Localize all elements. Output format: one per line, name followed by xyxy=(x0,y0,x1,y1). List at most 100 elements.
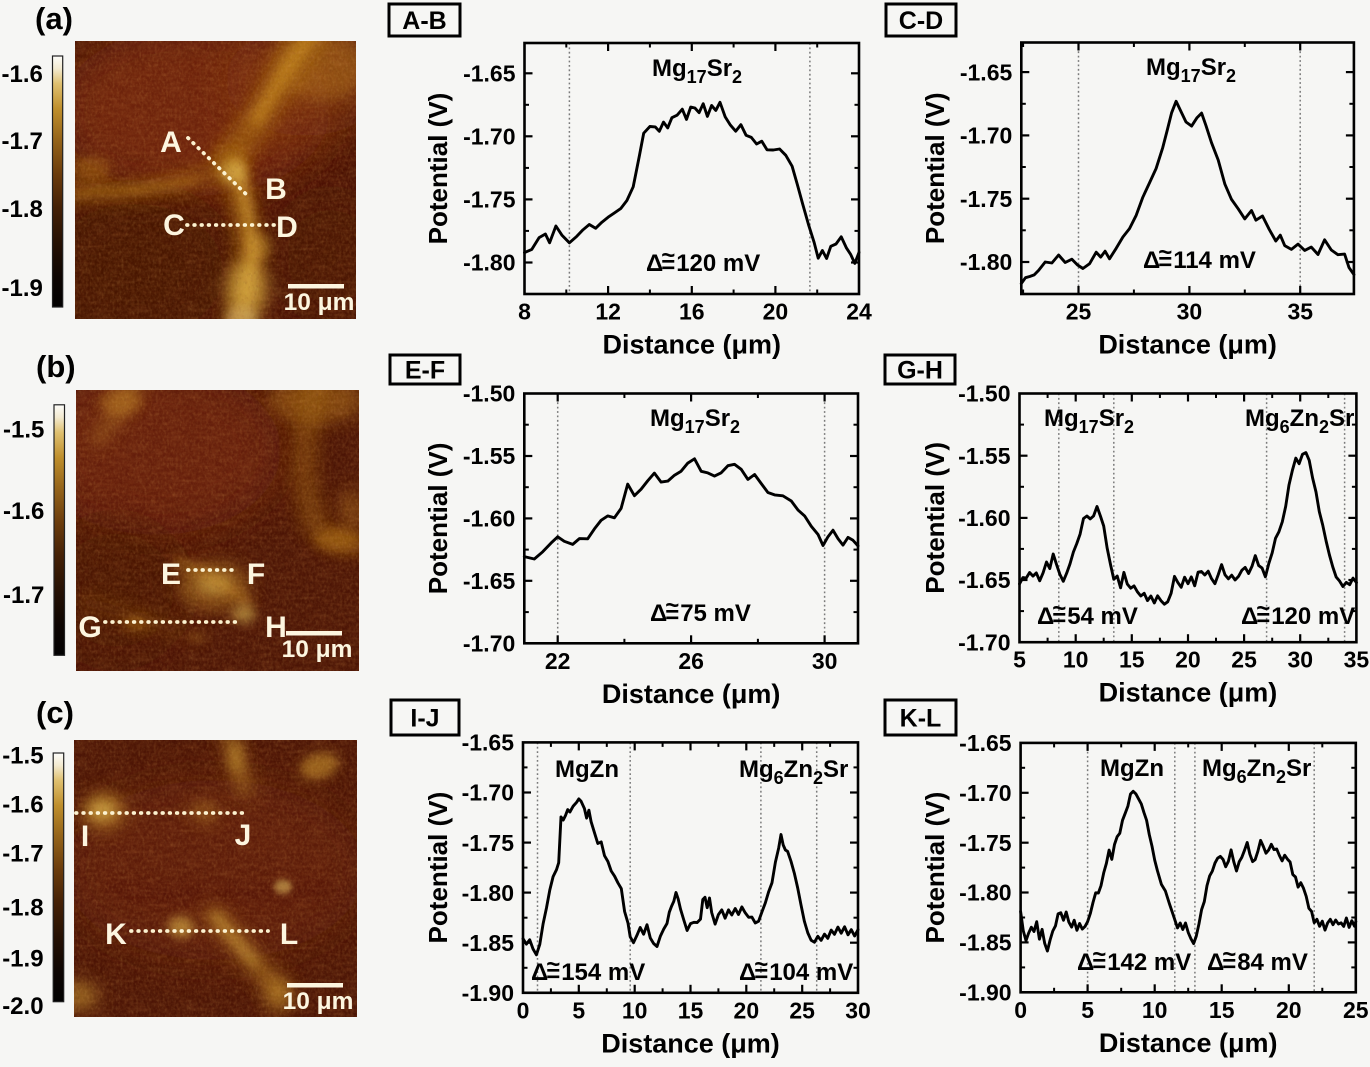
svg-text:-1.70: -1.70 xyxy=(463,631,515,657)
svg-text:A: A xyxy=(160,126,182,159)
svg-text:-1.80: -1.80 xyxy=(959,880,1011,906)
svg-text:-1.80: -1.80 xyxy=(960,249,1012,275)
svg-text:15: 15 xyxy=(1209,997,1235,1023)
svg-text:Distance (μm): Distance (μm) xyxy=(1098,330,1277,360)
svg-text:H: H xyxy=(265,611,287,644)
svg-text:15: 15 xyxy=(678,997,704,1023)
svg-text:10: 10 xyxy=(1063,647,1089,673)
svg-text:10 μm: 10 μm xyxy=(284,289,355,316)
svg-text:I-J: I-J xyxy=(410,705,439,733)
svg-text:Potential (V): Potential (V) xyxy=(920,92,950,244)
svg-text:20: 20 xyxy=(763,299,789,325)
svg-text:Mg6Zn2Sr: Mg6Zn2Sr xyxy=(1202,755,1311,787)
svg-text:-1.75: -1.75 xyxy=(462,830,515,856)
svg-text:Potential (V): Potential (V) xyxy=(920,442,950,594)
svg-text:-2.0: -2.0 xyxy=(2,993,43,1020)
svg-text:Mg17Sr2: Mg17Sr2 xyxy=(1146,54,1236,86)
svg-text:B: B xyxy=(265,173,287,206)
svg-text:-1.6: -1.6 xyxy=(2,61,43,88)
svg-text:-1.85: -1.85 xyxy=(959,930,1012,956)
svg-text:-1.70: -1.70 xyxy=(462,780,514,806)
svg-text:54 mV: 54 mV xyxy=(1067,603,1138,630)
svg-text:Distance (μm): Distance (μm) xyxy=(1099,1028,1278,1058)
svg-text:-1.60: -1.60 xyxy=(463,506,515,532)
svg-text:A-B: A-B xyxy=(402,7,446,35)
svg-text:=: = xyxy=(546,961,560,988)
svg-text:K-L: K-L xyxy=(900,705,942,733)
svg-text:-1.8: -1.8 xyxy=(2,196,43,223)
svg-text:K: K xyxy=(105,918,127,951)
svg-text:-1.65: -1.65 xyxy=(960,59,1013,85)
svg-text:Distance (μm): Distance (μm) xyxy=(601,1028,780,1058)
svg-text:25: 25 xyxy=(1343,997,1369,1023)
svg-text:=: = xyxy=(1158,249,1172,276)
svg-text:~: ~ xyxy=(1158,239,1172,266)
svg-text:=: = xyxy=(1256,605,1270,632)
svg-text:Potential (V): Potential (V) xyxy=(423,792,453,944)
svg-text:-1.6: -1.6 xyxy=(2,791,43,818)
svg-text:~: ~ xyxy=(1092,941,1106,968)
svg-text:-1.65: -1.65 xyxy=(463,568,516,594)
svg-text:25: 25 xyxy=(1066,299,1092,325)
svg-text:Distance (μm): Distance (μm) xyxy=(602,679,781,709)
svg-text:15: 15 xyxy=(1119,647,1145,673)
svg-text:20: 20 xyxy=(1276,997,1302,1023)
svg-text:=: = xyxy=(754,961,768,988)
svg-text:12: 12 xyxy=(595,299,621,325)
svg-text:-1.65: -1.65 xyxy=(462,730,515,756)
svg-text:26: 26 xyxy=(678,648,704,674)
svg-text:104 mV: 104 mV xyxy=(769,959,853,986)
svg-text:-1.7: -1.7 xyxy=(2,840,43,867)
svg-text:-1.70: -1.70 xyxy=(463,124,515,150)
svg-text:Δ: Δ xyxy=(531,959,548,986)
svg-text:Δ: Δ xyxy=(739,959,756,986)
svg-text:Mg17Sr2: Mg17Sr2 xyxy=(1044,405,1134,437)
svg-text:MgZn: MgZn xyxy=(1100,755,1164,782)
svg-text:=: = xyxy=(1052,605,1066,632)
svg-text:-1.80: -1.80 xyxy=(463,250,515,276)
svg-text:C: C xyxy=(163,209,185,242)
svg-text:-1.70: -1.70 xyxy=(958,629,1010,655)
svg-text:=: = xyxy=(665,602,679,629)
svg-text:I: I xyxy=(81,820,89,853)
svg-text:30: 30 xyxy=(845,997,871,1023)
svg-text:~: ~ xyxy=(661,242,675,269)
svg-text:114 mV: 114 mV xyxy=(1173,247,1256,274)
svg-text:~: ~ xyxy=(1052,595,1066,622)
svg-text:MgZn: MgZn xyxy=(555,756,619,783)
svg-text:~: ~ xyxy=(1256,595,1270,622)
svg-text:-1.65: -1.65 xyxy=(958,567,1011,593)
svg-text:Mg6Zn2Sr: Mg6Zn2Sr xyxy=(739,756,848,788)
svg-text:-1.55: -1.55 xyxy=(463,443,516,469)
svg-text:22: 22 xyxy=(545,648,571,674)
svg-text:154 mV: 154 mV xyxy=(561,959,645,986)
svg-text:(a): (a) xyxy=(35,1,73,36)
svg-text:75 mV: 75 mV xyxy=(680,600,751,627)
svg-text:-1.50: -1.50 xyxy=(958,381,1010,407)
svg-text:0: 0 xyxy=(1014,997,1027,1023)
svg-text:-1.9: -1.9 xyxy=(2,275,43,302)
svg-text:~: ~ xyxy=(1222,941,1236,968)
svg-text:-1.6: -1.6 xyxy=(3,498,44,525)
svg-text:-1.7: -1.7 xyxy=(3,582,44,609)
svg-text:-1.5: -1.5 xyxy=(2,742,43,769)
svg-text:-1.8: -1.8 xyxy=(2,895,43,922)
svg-text:J: J xyxy=(235,819,252,852)
svg-text:~: ~ xyxy=(546,951,560,978)
svg-text:-1.7: -1.7 xyxy=(2,128,43,155)
svg-text:5: 5 xyxy=(1081,997,1094,1023)
svg-text:120 mV: 120 mV xyxy=(676,250,760,277)
svg-text:0: 0 xyxy=(517,997,530,1023)
svg-text:Δ: Δ xyxy=(1143,247,1160,274)
svg-text:E-F: E-F xyxy=(405,357,445,385)
svg-text:-1.85: -1.85 xyxy=(462,930,515,956)
svg-text:-1.65: -1.65 xyxy=(463,60,516,86)
svg-text:30: 30 xyxy=(812,648,838,674)
svg-text:10 μm: 10 μm xyxy=(283,988,354,1015)
svg-text:Potential (V): Potential (V) xyxy=(423,93,453,245)
svg-text:-1.9: -1.9 xyxy=(2,946,43,973)
svg-text:-1.55: -1.55 xyxy=(958,443,1011,469)
svg-text:142 mV: 142 mV xyxy=(1107,949,1191,976)
svg-text:-1.90: -1.90 xyxy=(959,980,1011,1006)
svg-text:G-H: G-H xyxy=(897,357,943,385)
